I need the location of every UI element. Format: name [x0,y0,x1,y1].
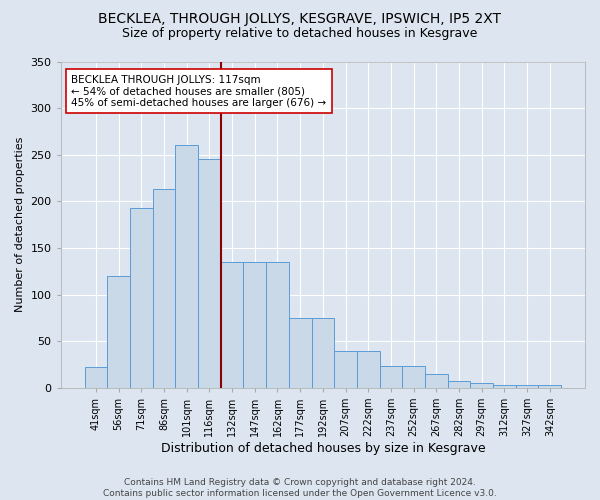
Bar [402,366,425,388]
Bar [311,318,334,388]
Bar [357,350,380,388]
Bar [198,160,221,388]
Bar [289,318,311,388]
Bar [175,146,198,388]
Bar [493,385,516,388]
Bar [266,262,289,388]
Bar [334,350,357,388]
Y-axis label: Number of detached properties: Number of detached properties [15,137,25,312]
X-axis label: Distribution of detached houses by size in Kesgrave: Distribution of detached houses by size … [161,442,485,455]
Bar [470,384,493,388]
Text: Contains HM Land Registry data © Crown copyright and database right 2024.
Contai: Contains HM Land Registry data © Crown c… [103,478,497,498]
Bar [380,366,402,388]
Bar [221,262,244,388]
Bar [107,276,130,388]
Text: BECKLEA THROUGH JOLLYS: 117sqm
← 54% of detached houses are smaller (805)
45% of: BECKLEA THROUGH JOLLYS: 117sqm ← 54% of … [71,74,326,108]
Bar [516,385,538,388]
Bar [538,385,561,388]
Bar [85,368,107,388]
Text: BECKLEA, THROUGH JOLLYS, KESGRAVE, IPSWICH, IP5 2XT: BECKLEA, THROUGH JOLLYS, KESGRAVE, IPSWI… [98,12,502,26]
Text: Size of property relative to detached houses in Kesgrave: Size of property relative to detached ho… [122,28,478,40]
Bar [152,190,175,388]
Bar [130,208,152,388]
Bar [244,262,266,388]
Bar [448,382,470,388]
Bar [425,374,448,388]
